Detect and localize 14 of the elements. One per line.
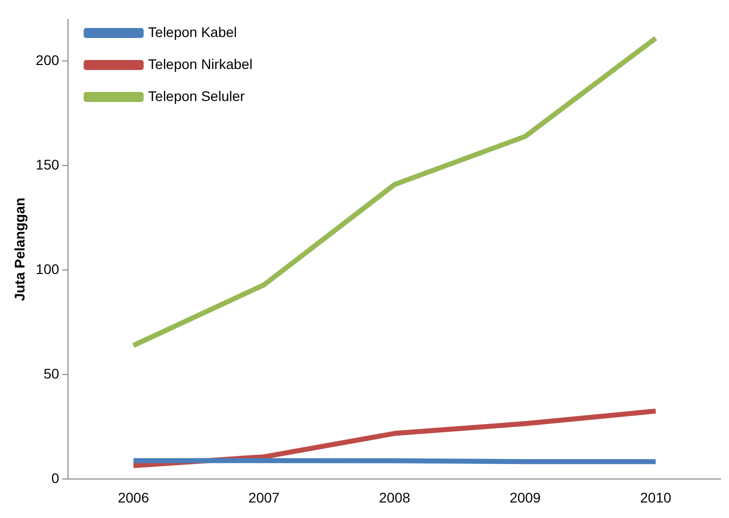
legend-label: Telepon Nirkabel [148, 56, 252, 72]
y-tick-label: 150 [36, 156, 60, 173]
x-tick-label: 2009 [510, 489, 541, 506]
legend-label: Telepon Seluler [148, 88, 246, 104]
x-tick-label: 2007 [248, 489, 280, 506]
y-tick-label: 100 [36, 261, 60, 278]
x-tick-label: 2010 [640, 489, 672, 506]
y-tick-label: 0 [51, 470, 60, 486]
y-axis-title: Juta Pelanggan [11, 198, 28, 302]
y-tick-label: 50 [44, 366, 60, 382]
legend-label: Telepon Kabel [148, 24, 237, 40]
y-tick-label: 200 [36, 52, 60, 68]
x-tick-label: 2006 [118, 489, 150, 506]
x-tick-label: 2008 [379, 489, 410, 506]
